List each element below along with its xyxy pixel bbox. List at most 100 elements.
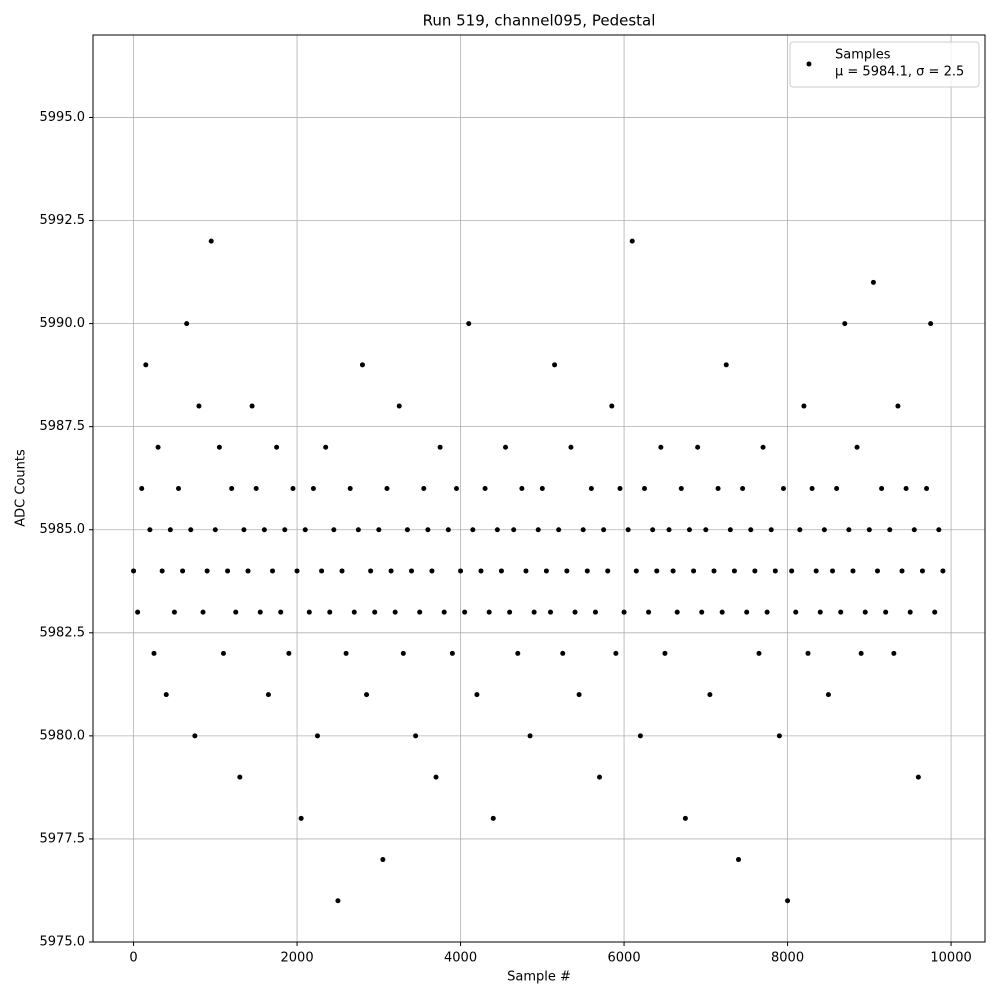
point (233, 609, 239, 615)
point (736, 857, 742, 863)
point (887, 527, 893, 533)
point (458, 568, 464, 574)
point (155, 444, 161, 450)
point (498, 568, 504, 574)
point (392, 609, 398, 615)
x-tick-label: 10000 (930, 951, 971, 966)
point (719, 609, 725, 615)
point (380, 857, 386, 863)
point (813, 568, 819, 574)
point (760, 444, 766, 450)
point (780, 486, 786, 491)
point (503, 444, 509, 450)
point (817, 609, 823, 615)
point (302, 527, 308, 533)
point (400, 650, 406, 656)
x-tick-label: 8000 (771, 951, 804, 966)
point (564, 568, 570, 574)
legend: Samples μ = 5984.1, σ = 2.5 (789, 41, 980, 88)
point (306, 609, 312, 615)
point (633, 568, 639, 574)
x-tick-label: 6000 (608, 951, 641, 966)
point (290, 486, 296, 491)
point (462, 609, 468, 615)
point (842, 321, 848, 327)
point (171, 609, 177, 615)
point (789, 568, 795, 574)
point (858, 650, 864, 656)
point (691, 568, 697, 574)
point (413, 733, 419, 739)
point (744, 609, 750, 615)
point (801, 403, 807, 409)
point (429, 568, 435, 574)
point (253, 486, 259, 491)
point (678, 486, 684, 491)
x-tick-label: 0 (129, 951, 137, 966)
point (580, 527, 586, 533)
point (376, 527, 382, 533)
point (621, 609, 627, 615)
point (507, 609, 513, 615)
point (711, 568, 717, 574)
point (482, 486, 488, 491)
point (449, 650, 455, 656)
point (809, 486, 815, 491)
point (870, 279, 876, 285)
point (560, 650, 566, 656)
point (339, 568, 345, 574)
point (208, 238, 214, 244)
point (511, 527, 517, 533)
point (212, 527, 218, 533)
point (825, 692, 831, 698)
point (278, 609, 284, 615)
point (936, 527, 942, 533)
point (543, 568, 549, 574)
point (756, 650, 762, 656)
point (359, 362, 365, 368)
point (204, 568, 210, 574)
point (314, 733, 320, 739)
legend-marker (806, 61, 812, 67)
point (731, 568, 737, 574)
point (229, 486, 235, 491)
point (629, 238, 635, 244)
point (768, 527, 774, 533)
point (147, 527, 153, 533)
point (327, 609, 333, 615)
point (220, 650, 226, 656)
point (249, 403, 255, 409)
point (409, 568, 415, 574)
point (850, 568, 856, 574)
y-tick-label: 5977.5 (40, 831, 86, 846)
point (707, 692, 713, 698)
point (748, 527, 754, 533)
point (723, 362, 729, 368)
point (298, 815, 304, 821)
point (494, 527, 500, 533)
point (184, 321, 190, 327)
point (915, 774, 921, 780)
point (351, 609, 357, 615)
point (257, 609, 263, 615)
point (163, 692, 169, 698)
point (805, 650, 811, 656)
point (274, 444, 280, 450)
point (539, 486, 545, 491)
point (237, 774, 243, 780)
point (703, 527, 709, 533)
point (552, 362, 558, 368)
point (597, 774, 603, 780)
x-tick-label: 2000 (281, 951, 314, 966)
point (245, 568, 251, 574)
point (556, 527, 562, 533)
point (176, 486, 182, 491)
point (151, 650, 157, 656)
point (523, 568, 529, 574)
y-tick-label: 5987.5 (40, 419, 86, 434)
point (139, 486, 145, 491)
point (372, 609, 378, 615)
point (425, 527, 431, 533)
